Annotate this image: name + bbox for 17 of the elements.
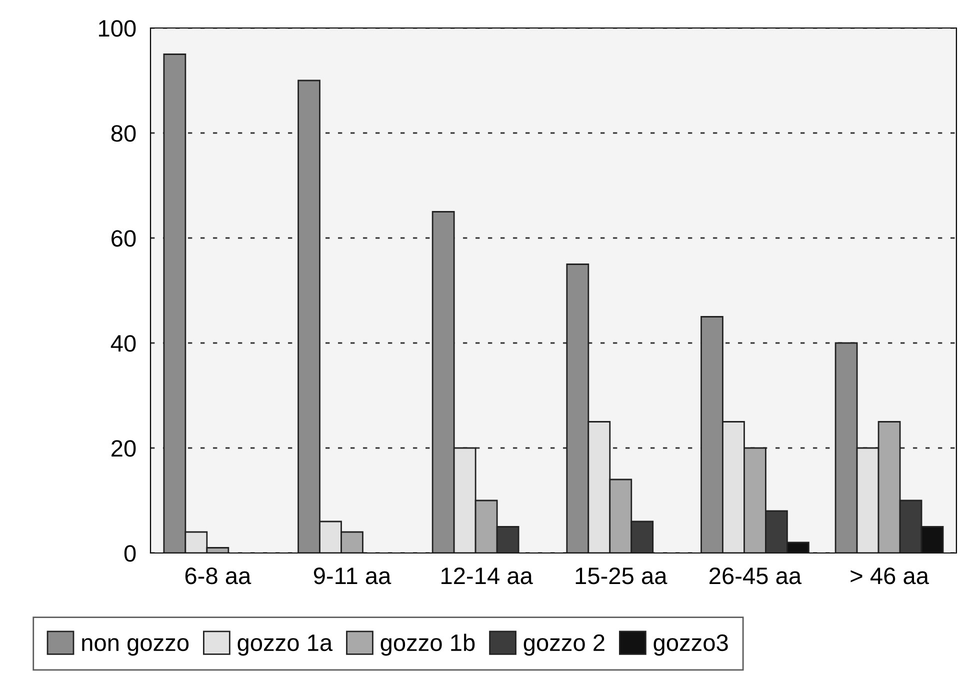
legend-label: non gozzo [82,638,189,656]
y-tick-label: 0 [124,545,136,562]
x-tick-label: 26-45 aa [710,568,802,584]
x-tick-label: 12-14 aa [442,568,533,584]
y-tick-label: 40 [110,335,136,352]
x-tick-label: 15-25 aa [576,568,668,584]
legend-label: gozzo 1a [238,634,333,656]
x-tick-label: 9-11 aa [314,568,392,584]
x-tick-label: 6-8 aa [185,568,252,584]
x-tick-label: > 46 aa [850,568,929,584]
y-tick-label: 20 [112,440,136,457]
legend-label: gozzo 1b [380,634,475,656]
y-tick-label: 100 [99,20,136,37]
y-tick-label: 80 [111,125,136,142]
legend-label: gozzo 2 [524,634,604,656]
y-tick-label: 60 [112,230,136,247]
legend-label: gozzo3 [654,634,728,656]
